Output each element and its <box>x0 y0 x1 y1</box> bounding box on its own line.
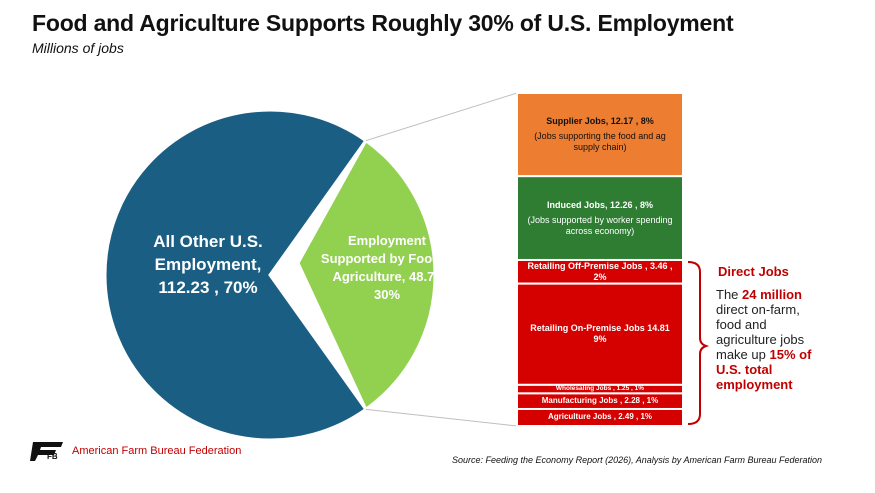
direct-jobs-text: The 24 million direct on-farm, food and … <box>716 287 816 392</box>
afbf-logo: FB American Farm Bureau Federation <box>30 440 241 462</box>
pie-slice-food-ag <box>296 138 437 412</box>
organization-name: American Farm Bureau Federation <box>72 445 242 457</box>
logo-mark-letters: FB <box>47 452 58 461</box>
bar-segment-title: Manufacturing Jobs , 2.28 , 1% <box>541 396 659 406</box>
connector-line-top <box>365 92 518 142</box>
slice-label-line: Employment <box>347 233 426 248</box>
direct-jobs-text-part: The <box>716 287 739 302</box>
chart-subtitle: Millions of jobs <box>32 40 124 56</box>
bar-segment-title: Agriculture Jobs , 2.49 , 1% <box>547 412 653 422</box>
bar-segment <box>516 92 684 178</box>
source-note: Source: Feeding the Economy Report (2026… <box>452 455 823 465</box>
slice-label-line: All Other U.S. <box>153 232 263 251</box>
bar-segment <box>516 282 684 386</box>
direct-jobs-highlight: 24 million <box>742 287 802 302</box>
bar-segment-label: Wholesaling Jobs , 1.25 , 1% <box>517 385 683 394</box>
direct-jobs-highlight: 15% of U.S. total employment <box>716 347 812 392</box>
bar-segment-note: (Jobs supporting the food and ag supply … <box>534 131 666 153</box>
bar-segment-label: Retailing On-Premise Jobs 14.81 9% <box>517 284 683 385</box>
slice-label-food-ag: Employment Supported by Food & Agricultu… <box>312 232 462 304</box>
slice-label-line: 112.23 , 70% <box>158 278 258 297</box>
bar-segment-title: Retailing On-Premise Jobs 14.81 9% <box>530 323 670 345</box>
connector-line-bottom <box>365 408 518 427</box>
bar-segment-title: Retailing Off-Premise Jobs , 3.46 , 2% <box>527 260 673 282</box>
bar-segment <box>516 407 684 428</box>
direct-jobs-text-part: direct on-farm, food and agriculture job… <box>716 302 805 362</box>
direct-jobs-bracket <box>687 261 710 425</box>
afbf-logo-mark: FB <box>30 442 63 461</box>
direct-jobs-heading: Direct Jobs <box>718 264 789 279</box>
slice-label-line: Agriculture, 48.73 <box>332 269 442 284</box>
bar-segment-label: Supplier Jobs, 12.17 , 8% (Jobs supportin… <box>517 93 683 176</box>
bar-segment-title: Supplier Jobs, 12.17 , 8% <box>546 116 654 127</box>
pie-slice-all-other <box>103 108 368 442</box>
chart-title: Food and Agriculture Supports Roughly 30… <box>32 10 734 36</box>
bar-segment-label: Induced Jobs, 12.26 , 8% (Jobs supported … <box>517 176 683 260</box>
bar-segment-title: Wholesaling Jobs , 1.25 , 1% <box>555 384 645 392</box>
bar-segment-label: Manufacturing Jobs , 2.28 , 1% <box>517 393 683 409</box>
slice-label-line: 30% <box>373 287 401 302</box>
bar-segment-label: Agriculture Jobs , 2.49 , 1% <box>517 409 683 426</box>
slice-label-line: Supported by Food & <box>320 251 454 266</box>
slice-label-all-other: All Other U.S. Employment, 112.23 , 70% <box>118 230 298 299</box>
bar-segment-label: Retailing Off-Premise Jobs , 3.46 , 2% <box>517 260 683 284</box>
bar-segment-note: (Jobs supported by worker spending acros… <box>527 214 673 236</box>
bar-segment-title: Induced Jobs, 12.26 , 8% <box>546 199 654 210</box>
slice-label-line: Employment, <box>154 255 262 274</box>
